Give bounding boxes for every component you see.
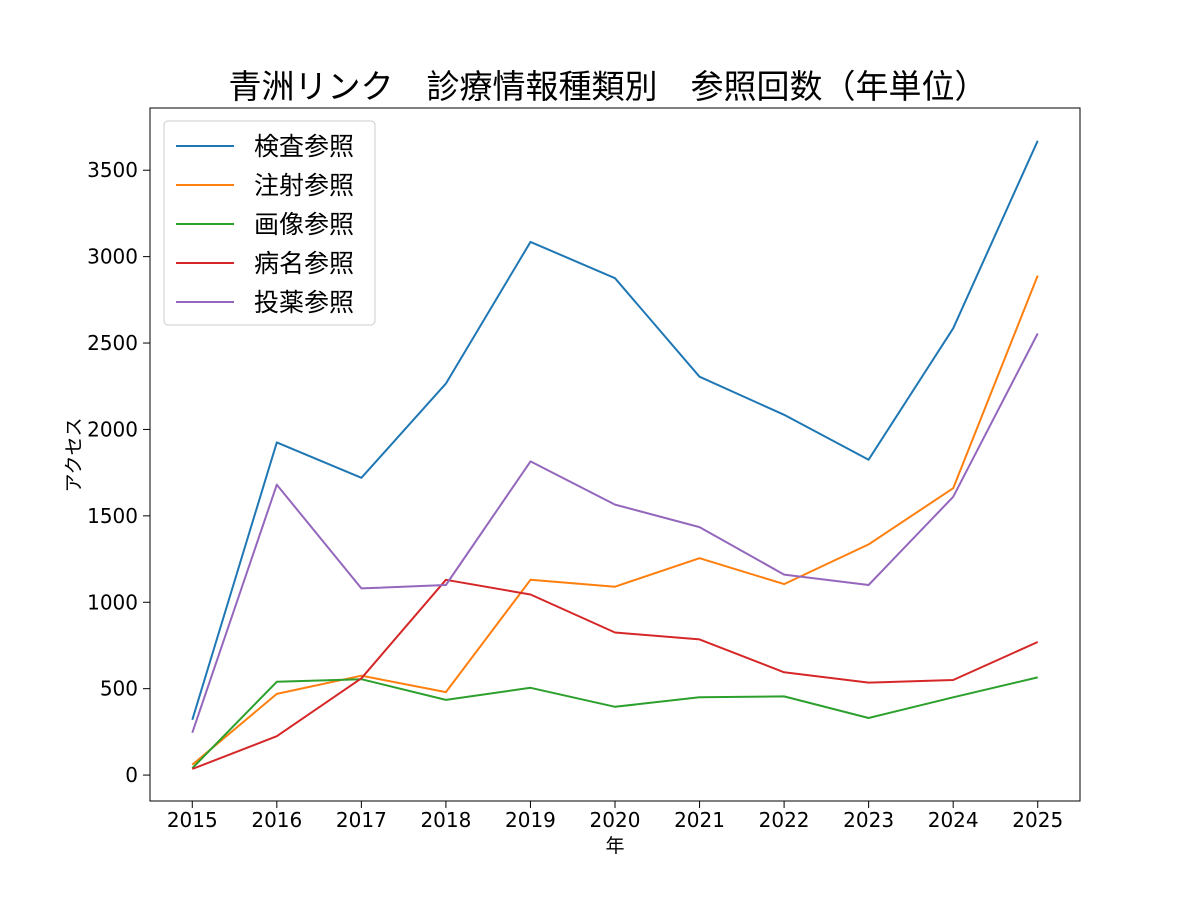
x-tick-label: 2015 <box>167 808 218 832</box>
legend-label: 投薬参照 <box>254 288 354 317</box>
y-tick-label: 2000 <box>87 417 138 441</box>
legend-label: 注射参照 <box>254 171 354 200</box>
legend-label: 画像参照 <box>254 210 354 239</box>
series-line-4 <box>191 578 1039 770</box>
x-tick-label: 2019 <box>505 808 556 832</box>
x-axis-label: 年 <box>605 835 624 857</box>
x-tick-label: 2017 <box>336 808 387 832</box>
y-tick-label: 500 <box>100 677 138 701</box>
legend-label: 病名参照 <box>254 249 354 278</box>
x-tick-label: 2025 <box>1012 808 1063 832</box>
x-tick-label: 2018 <box>420 808 471 832</box>
series-line-1 <box>191 140 1039 721</box>
legend-label: 検査参照 <box>254 132 354 161</box>
y-tick-label: 1000 <box>87 590 138 614</box>
x-tick-label: 2022 <box>759 808 810 832</box>
y-tick-label: 3500 <box>87 158 138 182</box>
y-axis-label: アクセス <box>63 417 85 492</box>
y-tick-label: 1500 <box>87 504 138 528</box>
y-tick-label: 3000 <box>87 245 138 269</box>
series-line-5 <box>191 333 1039 734</box>
x-tick-label: 2023 <box>843 808 894 832</box>
x-tick-label: 2024 <box>928 808 979 832</box>
y-tick-label: 2500 <box>87 331 138 355</box>
legend-box <box>163 120 376 326</box>
x-tick-label: 2020 <box>590 808 641 832</box>
plot-area: 2015 2016 2017 2018 2019 2020 2021 2022 2023 2024… <box>87 107 1081 832</box>
series-line-2 <box>191 275 1039 766</box>
series-line-3 <box>191 676 1038 769</box>
x-tick-label: 2021 <box>674 808 725 832</box>
x-tick-label: 2016 <box>251 808 302 832</box>
chart-title: 青洲リンク 診療情報種類別 参照回数（年単位） <box>229 67 988 106</box>
y-tick-label: 0 <box>125 763 138 787</box>
